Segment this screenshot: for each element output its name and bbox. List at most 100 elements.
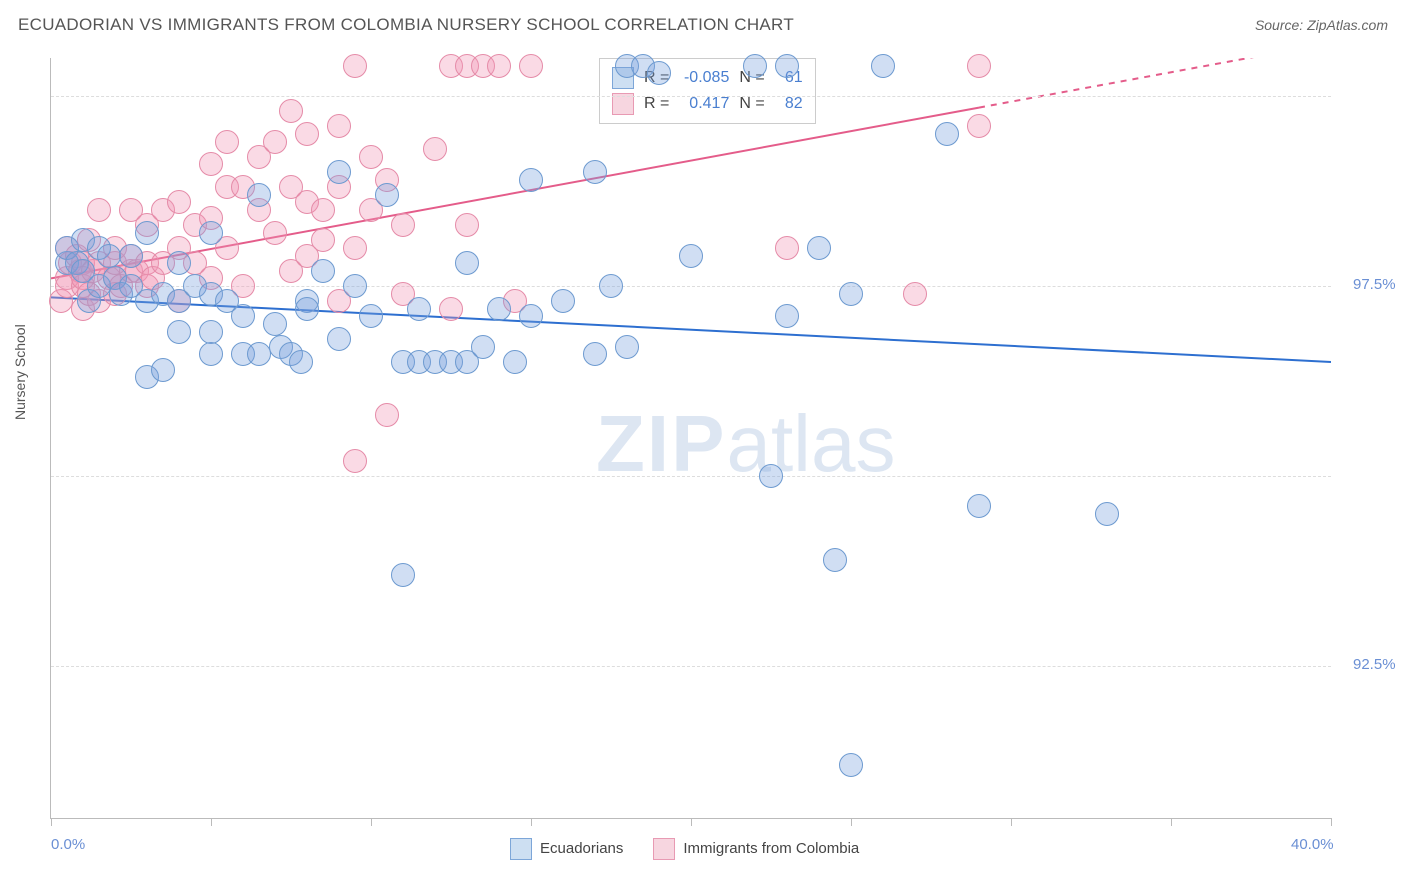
scatter-point-a [471, 335, 495, 359]
scatter-point-a [289, 350, 313, 374]
scatter-point-b [903, 282, 927, 306]
x-tick [1171, 818, 1172, 826]
x-tick [51, 818, 52, 826]
x-tick [371, 818, 372, 826]
scatter-point-b [263, 221, 287, 245]
scatter-point-b [423, 137, 447, 161]
scatter-point-a [199, 342, 223, 366]
stats-n-value-b: 82 [775, 95, 803, 113]
scatter-point-b [519, 54, 543, 78]
scatter-point-a [775, 304, 799, 328]
scatter-point-b [967, 114, 991, 138]
scatter-point-b [87, 198, 111, 222]
x-tick-label: 40.0% [1291, 836, 1334, 853]
watermark-light: atlas [726, 399, 895, 488]
scatter-point-a [839, 282, 863, 306]
scatter-point-a [375, 183, 399, 207]
scatter-point-a [199, 221, 223, 245]
scatter-point-b [343, 236, 367, 260]
scatter-point-a [519, 304, 543, 328]
scatter-point-b [359, 145, 383, 169]
scatter-point-a [743, 54, 767, 78]
scatter-point-a [359, 304, 383, 328]
legend-item-a: Ecuadorians [510, 838, 623, 860]
y-tick-label: 97.5% [1353, 276, 1396, 293]
scatter-point-a [807, 236, 831, 260]
scatter-point-a [455, 251, 479, 275]
scatter-point-b [487, 54, 511, 78]
scatter-point-a [583, 160, 607, 184]
gridline-h [51, 666, 1331, 667]
stats-r-value-a: -0.085 [679, 69, 729, 87]
watermark-bold: ZIP [596, 399, 726, 488]
scatter-point-b [343, 54, 367, 78]
scatter-point-a [263, 312, 287, 336]
scatter-point-a [871, 54, 895, 78]
scatter-point-a [775, 54, 799, 78]
scatter-point-a [599, 274, 623, 298]
scatter-plot-area: ZIPatlas R =-0.085N =61R =0.417N =82 92.… [50, 58, 1331, 819]
scatter-point-b [279, 99, 303, 123]
x-tick [1331, 818, 1332, 826]
scatter-point-b [311, 198, 335, 222]
source-attribution: Source: ZipAtlas.com [1255, 17, 1388, 33]
scatter-point-b [439, 297, 463, 321]
scatter-point-b [295, 122, 319, 146]
scatter-point-a [231, 304, 255, 328]
scatter-point-a [343, 274, 367, 298]
scatter-point-a [135, 221, 159, 245]
scatter-point-a [119, 244, 143, 268]
scatter-point-a [583, 342, 607, 366]
scatter-point-b [967, 54, 991, 78]
scatter-point-b [199, 152, 223, 176]
scatter-point-a [327, 327, 351, 351]
scatter-point-a [551, 289, 575, 313]
scatter-point-a [1095, 502, 1119, 526]
legend-swatch-a-bottom [510, 838, 532, 860]
scatter-point-b [311, 228, 335, 252]
y-tick-label: 92.5% [1353, 656, 1396, 673]
bottom-legend: Ecuadorians Immigrants from Colombia [510, 838, 859, 860]
scatter-point-b [343, 449, 367, 473]
scatter-point-b [455, 213, 479, 237]
scatter-point-b [375, 403, 399, 427]
scatter-point-a [679, 244, 703, 268]
x-tick [211, 818, 212, 826]
scatter-point-a [839, 753, 863, 777]
scatter-point-a [167, 320, 191, 344]
scatter-point-a [167, 251, 191, 275]
scatter-point-a [391, 563, 415, 587]
scatter-point-a [967, 494, 991, 518]
stats-r-label: R = [644, 95, 669, 113]
scatter-point-a [199, 320, 223, 344]
stats-r-value-b: 0.417 [679, 95, 729, 113]
scatter-point-a [295, 297, 319, 321]
legend-label-b: Immigrants from Colombia [683, 840, 859, 857]
scatter-point-a [97, 244, 121, 268]
legend-swatch-b-bottom [653, 838, 675, 860]
trend-lines [51, 58, 1331, 818]
scatter-point-b [167, 190, 191, 214]
stats-row-b: R = 0.417 N = 82 [612, 91, 803, 117]
scatter-point-a [327, 160, 351, 184]
x-tick-label: 0.0% [51, 836, 85, 853]
scatter-point-b [215, 130, 239, 154]
scatter-point-a [823, 548, 847, 572]
x-tick [531, 818, 532, 826]
y-axis-label: Nursery School [12, 324, 28, 420]
scatter-point-b [327, 114, 351, 138]
scatter-point-a [615, 335, 639, 359]
x-tick [1011, 818, 1012, 826]
legend-label-a: Ecuadorians [540, 840, 623, 857]
scatter-point-a [151, 358, 175, 382]
scatter-point-a [759, 464, 783, 488]
gridline-h [51, 476, 1331, 477]
scatter-point-a [935, 122, 959, 146]
scatter-point-b [263, 130, 287, 154]
scatter-point-a [247, 342, 271, 366]
scatter-point-a [407, 297, 431, 321]
gridline-h [51, 96, 1331, 97]
scatter-point-a [647, 61, 671, 85]
scatter-point-a [247, 183, 271, 207]
stats-n-label: N = [739, 95, 764, 113]
